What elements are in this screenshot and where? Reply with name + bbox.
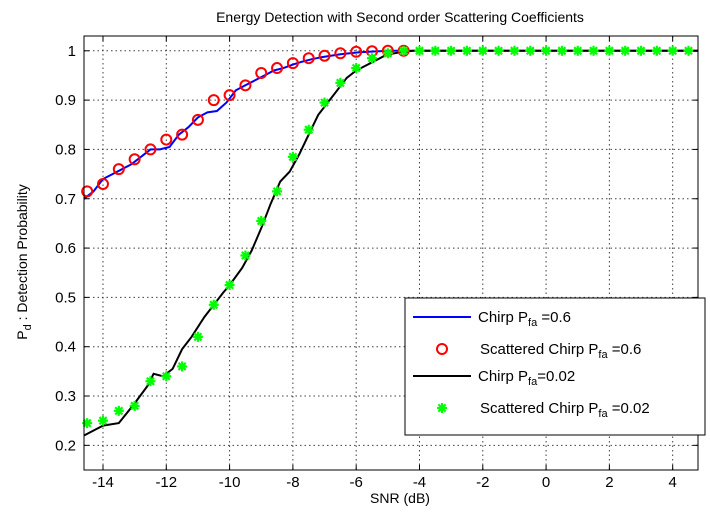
series-2-point: [271, 62, 284, 75]
series-4-point: [477, 45, 488, 56]
series-4-point: [129, 400, 140, 411]
series-4-point: [620, 45, 631, 56]
plot-series: [81, 44, 698, 437]
series-4-point: [430, 45, 441, 56]
x-axis-label: SNR (dB): [370, 490, 430, 506]
series-1-line: [83, 49, 698, 200]
series-4-point: [651, 45, 662, 56]
series-2-point: [302, 52, 315, 65]
series-4-point: [683, 45, 694, 56]
series-2-point: [176, 128, 189, 141]
series-4-point: [541, 45, 552, 56]
series-4-point: [113, 405, 124, 416]
legend-label-4: Scattered Chirp Pfa =0.02: [480, 400, 650, 420]
legend-label-2: Scattered Chirp Pfa =0.6: [480, 341, 641, 361]
x-tick-label: 4: [669, 474, 677, 491]
x-tick-label: -2: [476, 474, 489, 491]
series-2-point: [191, 113, 204, 126]
series-4-point: [256, 215, 267, 226]
y-tick-label: 0.8: [55, 141, 76, 158]
series-2-point: [350, 45, 363, 58]
series-4-point: [319, 97, 330, 108]
series-4-point: [303, 124, 314, 135]
series-2-point: [255, 66, 268, 79]
x-tick-label: -8: [286, 474, 299, 491]
series-2-point: [318, 49, 331, 62]
y-tick-label: 1: [68, 43, 76, 60]
series-4-point: [224, 280, 235, 291]
x-tick-label: 0: [542, 474, 550, 491]
x-tick-label: -4: [413, 474, 426, 491]
series-2-point: [207, 94, 220, 107]
series-2-point: [223, 89, 236, 102]
y-axis-label-rest: : Detection Probability: [14, 184, 30, 324]
series-4-point: [192, 331, 203, 342]
chart-title: Energy Detection with Second order Scatt…: [216, 9, 584, 25]
series-3-line: [83, 49, 698, 437]
x-tick-label: -10: [219, 474, 241, 491]
y-tick-label: 0.6: [55, 240, 76, 257]
series-2-point: [239, 79, 252, 92]
y-tick-label: 0.7: [55, 191, 76, 208]
series-2-point: [334, 47, 347, 60]
axis-ticks: -14 -12 -10 -8 -6 -4 -2 0 2 4 0.2 0.3 0.4 0.5 0.6 0.7 0.…: [55, 36, 698, 491]
series-2-point: [128, 153, 141, 166]
series-2-point: [286, 57, 299, 70]
series-4-point: [208, 299, 219, 310]
series-4-point: [446, 45, 457, 56]
series-4-point: [97, 415, 108, 426]
series-4-point: [398, 45, 409, 56]
legend-sample-4: [437, 403, 447, 413]
y-axis-label-main: P: [14, 330, 30, 339]
series-4-point: [556, 45, 567, 56]
legend-sample-2: [436, 343, 448, 355]
series-4-point: [287, 151, 298, 162]
x-tick-label: -6: [350, 474, 363, 491]
series-4-point: [509, 45, 520, 56]
series-2-point: [112, 163, 125, 176]
series-2-point: [144, 143, 157, 156]
series-4-point: [335, 77, 346, 88]
y-axis-label: Pd : Detection Probability: [14, 184, 34, 340]
series-4-point: [351, 63, 362, 74]
y-tick-label: 0.3: [55, 388, 76, 405]
series-4-point: [461, 45, 472, 56]
x-tick-label: 2: [605, 474, 613, 491]
x-tick-label: -14: [92, 474, 114, 491]
y-tick-label: 0.9: [55, 92, 76, 109]
series-4-point: [604, 45, 615, 56]
legend-label-1: Chirp Pfa =0.6: [478, 309, 571, 329]
series-2-point: [160, 133, 173, 146]
series-4-point: [525, 45, 536, 56]
series-4-point: [414, 45, 425, 56]
series-4-point: [161, 371, 172, 382]
series-4-point: [588, 45, 599, 56]
axes-box: [83, 35, 699, 471]
y-tick-label: 0.4: [55, 339, 76, 356]
series-4-point: [636, 45, 647, 56]
series-4-point: [667, 45, 678, 56]
legend: Chirp Pfa =0.6 Scattered Chirp Pfa =0.6 Ch…: [404, 297, 706, 436]
grid: [84, 36, 698, 470]
y-axis-label-sub: d: [22, 324, 34, 330]
series-4-point: [367, 53, 378, 64]
series-4-point: [145, 376, 156, 387]
y-tick-label: 0.5: [55, 289, 76, 306]
legend-label-3: Chirp Pfa=0.02: [478, 368, 575, 388]
series-4-point: [272, 186, 283, 197]
series-4-point: [240, 250, 251, 261]
x-tick-label: -12: [155, 474, 177, 491]
series-4-point: [177, 361, 188, 372]
y-tick-label: 0.2: [55, 437, 76, 454]
series-4-point: [382, 48, 393, 59]
series-2-point: [96, 177, 109, 190]
series-4-point: [493, 45, 504, 56]
series-4-point: [572, 45, 583, 56]
legend-box: [404, 297, 706, 436]
series-2-point: [81, 185, 94, 198]
